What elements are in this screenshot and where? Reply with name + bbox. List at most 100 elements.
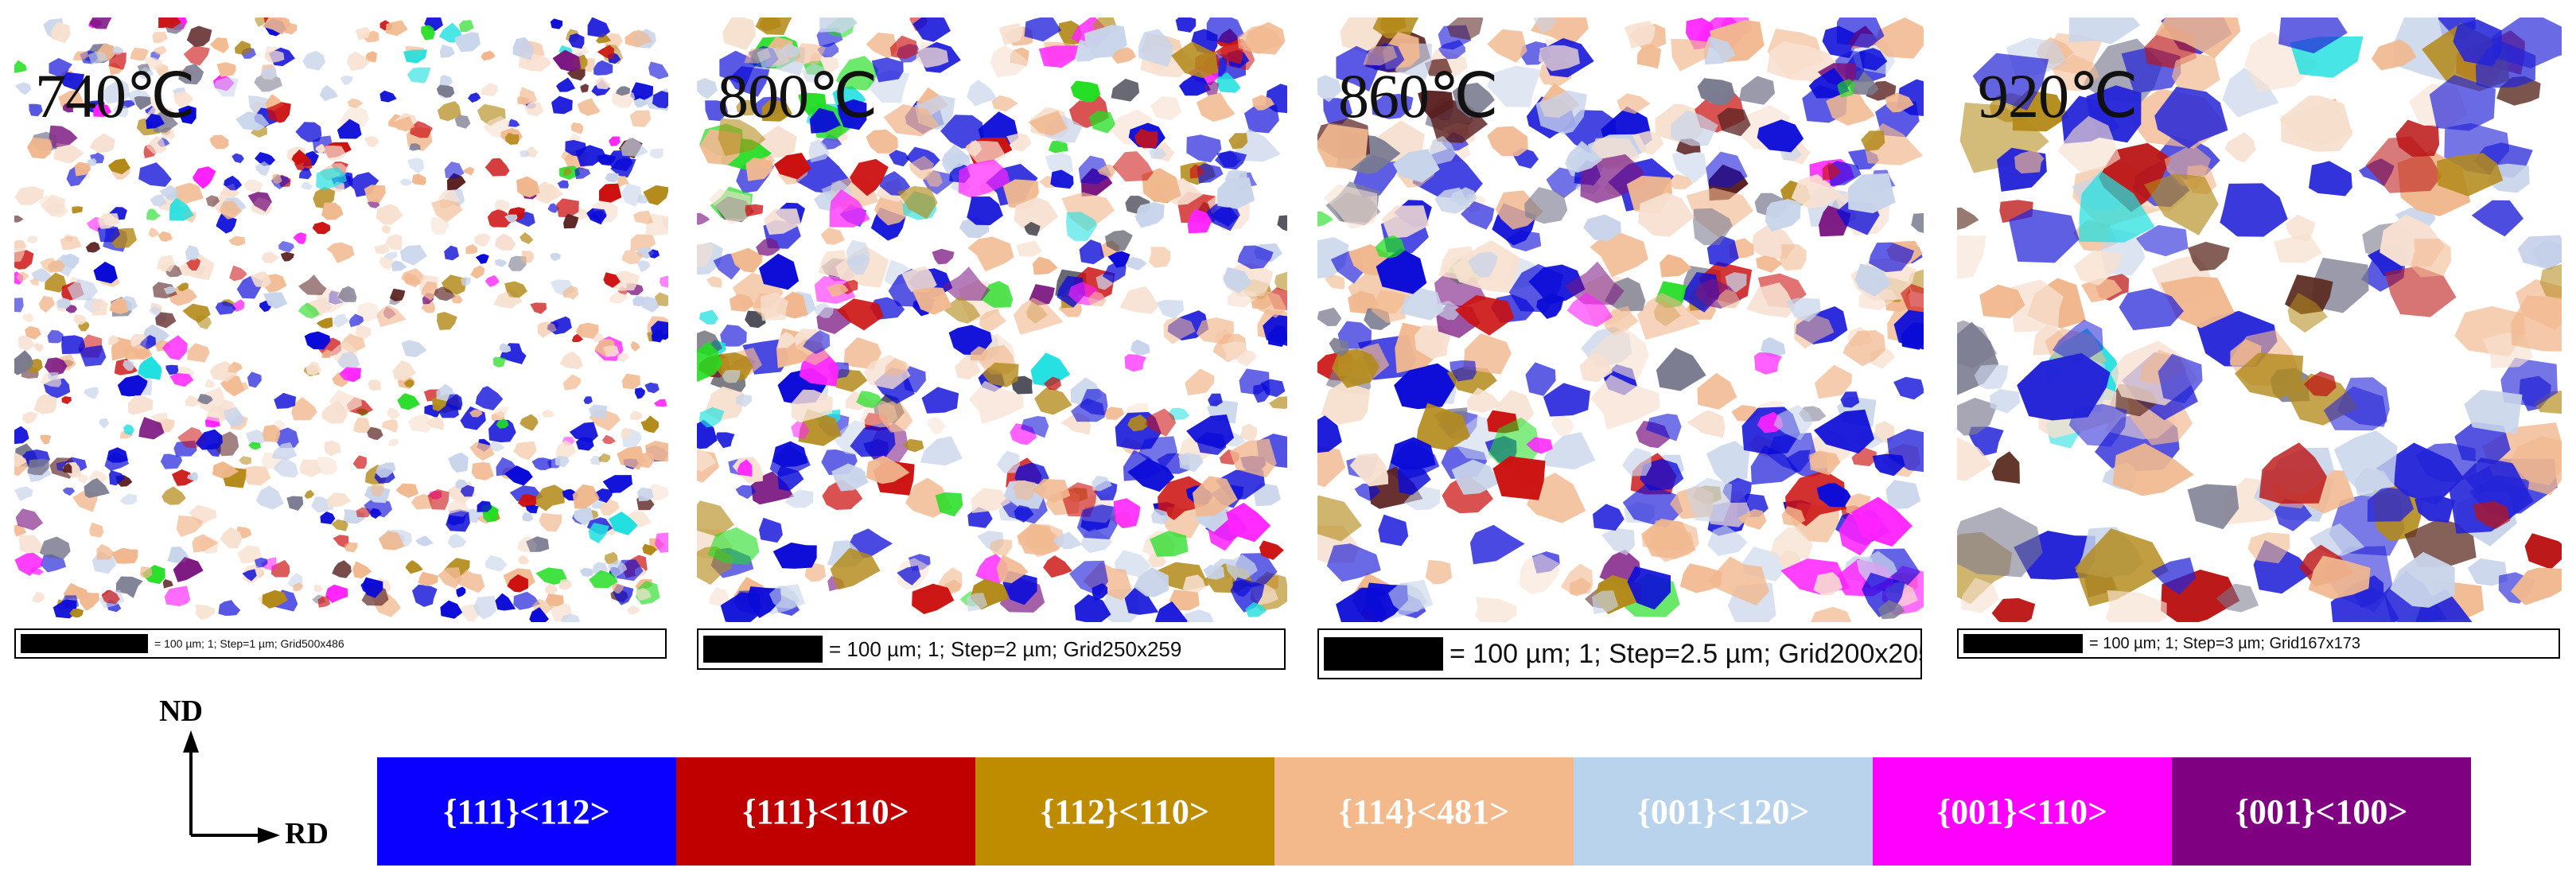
grain — [879, 171, 911, 196]
grain — [774, 153, 811, 180]
grain — [1014, 196, 1059, 232]
grain — [22, 411, 38, 424]
grain — [1091, 583, 1108, 601]
grain — [539, 512, 562, 532]
grain — [612, 583, 625, 594]
grain — [1127, 458, 1175, 492]
grain — [365, 51, 377, 63]
grain — [91, 298, 109, 316]
grain — [1430, 135, 1457, 166]
grain — [519, 414, 539, 431]
grain — [161, 486, 186, 505]
grain — [53, 142, 84, 164]
grain — [965, 140, 983, 157]
grain — [138, 417, 165, 440]
grain — [2224, 131, 2256, 163]
grain — [470, 265, 485, 279]
grain — [206, 405, 229, 422]
grain — [25, 325, 41, 340]
grain — [111, 547, 138, 564]
grain — [574, 508, 593, 526]
grain — [324, 440, 341, 457]
grain — [526, 536, 550, 552]
grain — [255, 161, 270, 177]
grain — [1636, 293, 1701, 340]
grain — [460, 406, 486, 430]
grain — [539, 184, 564, 200]
grain — [2068, 18, 2141, 45]
grain — [697, 419, 718, 449]
grain — [990, 45, 1030, 78]
grain — [114, 105, 129, 118]
grain — [331, 519, 348, 531]
grain — [150, 413, 168, 422]
grain — [761, 99, 792, 122]
grain — [519, 231, 534, 244]
grain — [193, 166, 216, 189]
grain — [602, 475, 632, 493]
grain — [438, 403, 459, 418]
grain — [1138, 29, 1173, 67]
grain — [1088, 111, 1115, 134]
grain — [84, 387, 99, 399]
grain — [1591, 590, 1619, 615]
grain — [1053, 531, 1083, 550]
grain — [593, 60, 613, 76]
grain — [1032, 256, 1058, 275]
grain — [38, 195, 64, 217]
grain — [822, 479, 863, 510]
grain — [355, 325, 372, 340]
grain — [507, 574, 528, 593]
grain — [286, 496, 304, 511]
grain — [195, 604, 215, 620]
grain — [829, 189, 870, 228]
grain — [1013, 298, 1064, 335]
grain — [596, 32, 612, 44]
scale-bar-black-800 — [703, 636, 823, 663]
grain — [337, 351, 360, 370]
grain — [940, 115, 984, 149]
grain — [1887, 429, 1924, 473]
grain — [192, 534, 218, 553]
grain — [718, 118, 766, 157]
grain — [337, 119, 362, 139]
grain — [117, 375, 148, 397]
grain — [1151, 508, 1170, 525]
grain — [830, 547, 881, 590]
grain — [971, 488, 1011, 513]
scale-bar-860: = 100 µm; 1; Step=2.5 µm; Grid200x205 — [1317, 628, 1922, 679]
grain — [172, 469, 194, 486]
grain — [709, 587, 730, 606]
grain — [333, 535, 349, 548]
grain — [353, 418, 371, 434]
grain — [56, 298, 72, 309]
grain — [146, 113, 165, 129]
grain — [504, 132, 519, 145]
grain — [1671, 149, 1708, 184]
grain — [569, 422, 598, 443]
grain — [519, 150, 531, 158]
grain — [643, 185, 668, 205]
grain — [1111, 78, 1140, 102]
grain — [1706, 441, 1750, 484]
grain — [407, 67, 431, 84]
grain — [160, 453, 183, 469]
grain — [403, 49, 427, 64]
grain — [1885, 92, 1914, 113]
grain — [2415, 588, 2473, 622]
grain — [1671, 38, 1710, 72]
grain — [255, 18, 266, 27]
grain — [316, 166, 348, 191]
grain — [1363, 45, 1398, 66]
grain — [1021, 416, 1049, 438]
temperature-label-740: 740℃ — [35, 61, 196, 130]
grain-map-740 — [14, 18, 668, 622]
grain — [722, 18, 757, 51]
grain — [31, 267, 53, 282]
grain — [421, 281, 438, 301]
grain — [697, 500, 734, 537]
grain — [387, 407, 401, 420]
grain — [589, 570, 618, 589]
grain — [1601, 527, 1635, 555]
grain — [1765, 199, 1801, 232]
